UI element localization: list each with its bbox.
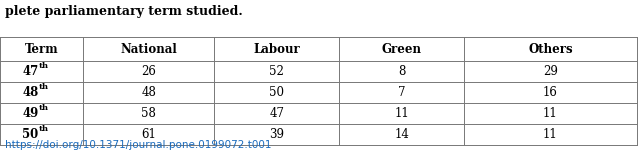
- Text: 50: 50: [22, 128, 38, 141]
- Text: 11: 11: [543, 128, 558, 141]
- Text: plete parliamentary term studied.: plete parliamentary term studied.: [5, 5, 243, 18]
- Text: 29: 29: [543, 65, 558, 78]
- Text: 16: 16: [543, 86, 558, 99]
- Text: Green: Green: [381, 43, 422, 55]
- Text: 48: 48: [22, 86, 38, 99]
- Text: 48: 48: [141, 86, 156, 99]
- Text: National: National: [120, 43, 177, 55]
- Text: 26: 26: [141, 65, 156, 78]
- Text: Term: Term: [25, 43, 58, 55]
- Text: 39: 39: [269, 128, 284, 141]
- Text: 61: 61: [141, 128, 156, 141]
- Text: 11: 11: [394, 107, 409, 120]
- Text: Labour: Labour: [253, 43, 300, 55]
- Text: 58: 58: [141, 107, 156, 120]
- Text: 47: 47: [22, 65, 38, 78]
- Text: 11: 11: [543, 107, 558, 120]
- Text: Others: Others: [528, 43, 573, 55]
- Text: th: th: [39, 104, 49, 112]
- Text: th: th: [39, 83, 49, 91]
- Text: th: th: [39, 62, 49, 70]
- Text: https://doi.org/10.1371/journal.pone.0199072.t001: https://doi.org/10.1371/journal.pone.019…: [5, 140, 271, 150]
- Text: 14: 14: [394, 128, 409, 141]
- Text: 7: 7: [398, 86, 405, 99]
- Text: 50: 50: [269, 86, 284, 99]
- Text: 52: 52: [269, 65, 284, 78]
- Text: 8: 8: [398, 65, 405, 78]
- Text: th: th: [39, 125, 49, 133]
- Text: 49: 49: [22, 107, 38, 120]
- Text: 47: 47: [269, 107, 284, 120]
